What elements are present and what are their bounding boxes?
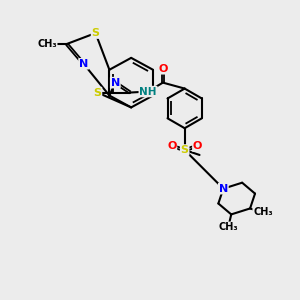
Text: CH₃: CH₃ [253, 207, 273, 218]
Text: S: S [181, 145, 189, 155]
Text: N: N [219, 184, 228, 194]
Text: CH₃: CH₃ [37, 39, 57, 49]
Text: O: O [193, 141, 202, 151]
Text: N: N [79, 59, 88, 69]
Text: S: S [92, 28, 100, 38]
Text: N: N [111, 78, 120, 88]
Text: S: S [94, 88, 101, 98]
Text: O: O [167, 141, 176, 151]
Text: CH₃: CH₃ [218, 222, 238, 232]
Text: NH: NH [139, 86, 157, 97]
Text: O: O [158, 64, 168, 74]
